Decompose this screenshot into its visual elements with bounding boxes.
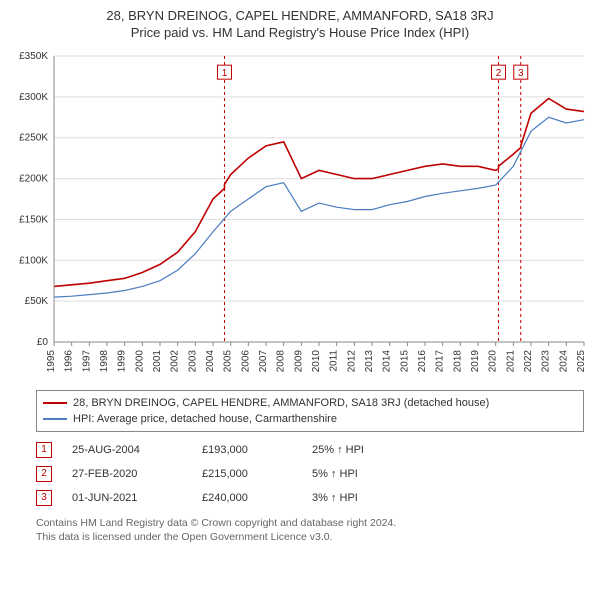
event-row: 2 27-FEB-2020 £215,000 5% ↑ HPI [36,462,584,486]
price-chart: £0 £50K £100K £150K £200K £250K £300K £350K 1995… [8,46,592,386]
event-delta: 3% ↑ HPI [312,486,432,510]
event-marker: 3 [36,490,52,506]
svg-text:2006: 2006 [240,350,251,373]
legend-label: 28, BRYN DREINOG, CAPEL HENDRE, AMMANFOR… [73,395,489,411]
svg-text:2008: 2008 [276,350,287,373]
event-price: £240,000 [202,486,292,510]
svg-text:2014: 2014 [382,350,393,373]
svg-text:1998: 1998 [99,350,110,373]
svg-text:3: 3 [518,68,524,79]
svg-text:2007: 2007 [258,350,269,373]
svg-text:£200K: £200K [19,174,48,185]
event-price: £215,000 [202,462,292,486]
svg-text:2023: 2023 [541,350,552,373]
svg-text:2012: 2012 [346,350,357,373]
svg-text:2010: 2010 [311,350,322,373]
event-marker: 2 [36,466,52,482]
svg-text:2018: 2018 [452,350,463,373]
svg-text:£150K: £150K [19,214,48,225]
event-row: 3 01-JUN-2021 £240,000 3% ↑ HPI [36,486,584,510]
svg-text:1996: 1996 [64,350,75,373]
svg-text:2019: 2019 [470,350,481,373]
svg-text:2013: 2013 [364,350,375,373]
event-delta: 5% ↑ HPI [312,462,432,486]
svg-text:2017: 2017 [435,350,446,373]
svg-text:2015: 2015 [399,350,410,373]
svg-text:£50K: £50K [25,296,49,307]
svg-text:1997: 1997 [81,350,92,373]
page-subtitle: Price paid vs. HM Land Registry's House … [8,25,592,40]
legend-swatch [43,418,67,420]
svg-text:2009: 2009 [293,350,304,373]
legend-item: HPI: Average price, detached house, Carm… [43,411,577,427]
svg-text:2001: 2001 [152,350,163,373]
svg-text:£300K: £300K [19,92,48,103]
svg-text:£250K: £250K [19,133,48,144]
chart-svg: £0 £50K £100K £150K £200K £250K £300K £350K 1995… [8,46,592,386]
svg-text:2016: 2016 [417,350,428,373]
events-table: 1 25-AUG-2004 £193,000 25% ↑ HPI 2 27-FEB-202… [36,438,584,510]
event-date: 27-FEB-2020 [72,462,182,486]
svg-text:2004: 2004 [205,350,216,373]
footnote-line2: This data is licensed under the Open Gov… [36,530,584,544]
svg-text:2000: 2000 [134,350,145,373]
svg-text:2011: 2011 [329,350,340,372]
event-marker: 1 [36,442,52,458]
event-date: 25-AUG-2004 [72,438,182,462]
event-price: £193,000 [202,438,292,462]
svg-text:1995: 1995 [46,350,57,373]
legend-swatch [43,402,67,404]
event-date: 01-JUN-2021 [72,486,182,510]
legend-item: 28, BRYN DREINOG, CAPEL HENDRE, AMMANFOR… [43,395,577,411]
page-title: 28, BRYN DREINOG, CAPEL HENDRE, AMMANFOR… [8,8,592,23]
legend: 28, BRYN DREINOG, CAPEL HENDRE, AMMANFOR… [36,390,584,432]
svg-text:2002: 2002 [170,350,181,373]
svg-text:2025: 2025 [576,350,587,373]
svg-text:2021: 2021 [505,350,516,373]
event-delta: 25% ↑ HPI [312,438,432,462]
svg-text:2024: 2024 [558,350,569,373]
svg-text:2003: 2003 [187,350,198,373]
svg-text:2005: 2005 [223,350,234,373]
svg-text:1999: 1999 [117,350,128,373]
svg-text:2: 2 [496,68,502,79]
event-row: 1 25-AUG-2004 £193,000 25% ↑ HPI [36,438,584,462]
svg-text:£0: £0 [37,337,49,348]
svg-text:2022: 2022 [523,350,534,373]
svg-text:£350K: £350K [19,51,48,62]
svg-text:1: 1 [222,68,228,79]
legend-label: HPI: Average price, detached house, Carm… [73,411,337,427]
footnote: Contains HM Land Registry data © Crown c… [36,516,584,544]
svg-text:2020: 2020 [488,350,499,373]
svg-text:£100K: £100K [19,255,48,266]
footnote-line1: Contains HM Land Registry data © Crown c… [36,516,584,530]
